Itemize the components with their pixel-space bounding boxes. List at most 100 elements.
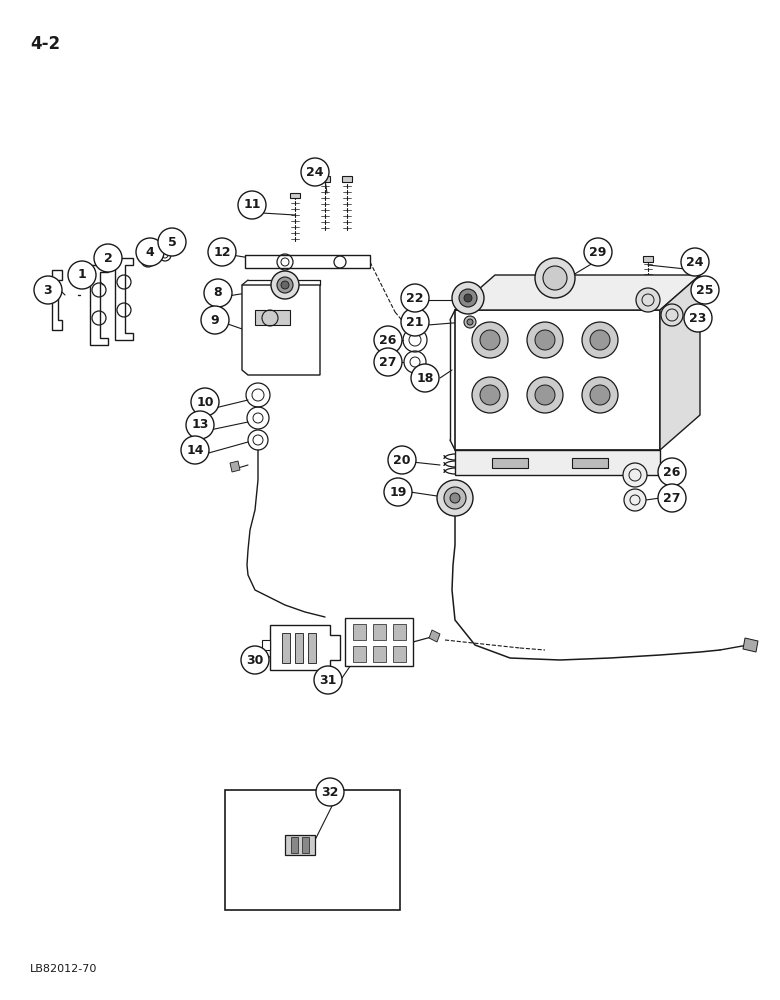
Circle shape [301, 158, 329, 186]
Circle shape [136, 238, 164, 266]
Text: 21: 21 [406, 316, 424, 328]
Circle shape [467, 319, 473, 325]
Circle shape [535, 258, 575, 298]
Text: 27: 27 [379, 356, 397, 368]
Circle shape [94, 244, 122, 272]
Polygon shape [353, 646, 366, 662]
Text: 2: 2 [104, 251, 112, 264]
Polygon shape [373, 624, 386, 640]
Circle shape [281, 281, 289, 289]
Circle shape [590, 330, 610, 350]
Text: 22: 22 [406, 292, 424, 304]
Polygon shape [492, 458, 528, 468]
Circle shape [535, 385, 555, 405]
Circle shape [691, 276, 719, 304]
Text: 20: 20 [393, 454, 411, 466]
Polygon shape [52, 270, 62, 330]
Polygon shape [270, 625, 340, 670]
Circle shape [527, 322, 563, 358]
Text: 4: 4 [146, 245, 154, 258]
Text: 18: 18 [417, 371, 434, 384]
Polygon shape [353, 624, 366, 640]
Text: 26: 26 [663, 466, 681, 479]
Polygon shape [282, 633, 290, 663]
Polygon shape [320, 176, 330, 182]
Polygon shape [572, 458, 608, 468]
Text: 30: 30 [246, 654, 264, 666]
Circle shape [401, 308, 429, 336]
Polygon shape [393, 624, 406, 640]
Text: 24: 24 [307, 165, 324, 178]
Circle shape [459, 289, 477, 307]
Polygon shape [455, 275, 700, 310]
Circle shape [186, 411, 214, 439]
Circle shape [658, 484, 686, 512]
Text: 13: 13 [191, 418, 209, 432]
Text: 1: 1 [78, 268, 87, 282]
Polygon shape [743, 638, 758, 652]
Text: 25: 25 [697, 284, 714, 296]
Text: 24: 24 [686, 255, 704, 268]
Polygon shape [455, 450, 660, 475]
Circle shape [535, 330, 555, 350]
Polygon shape [255, 310, 290, 325]
Circle shape [191, 388, 219, 416]
Circle shape [527, 377, 563, 413]
Circle shape [374, 326, 402, 354]
Polygon shape [262, 640, 270, 650]
Circle shape [472, 377, 508, 413]
Text: 9: 9 [211, 314, 219, 326]
Polygon shape [660, 275, 700, 450]
Polygon shape [230, 461, 240, 472]
Text: 32: 32 [321, 786, 339, 798]
Circle shape [316, 778, 344, 806]
Text: 26: 26 [379, 334, 397, 347]
Circle shape [684, 304, 712, 332]
Polygon shape [429, 630, 440, 642]
Polygon shape [285, 835, 315, 855]
Polygon shape [242, 285, 320, 375]
Text: 11: 11 [243, 198, 261, 212]
Text: 4-2: 4-2 [30, 35, 60, 53]
Circle shape [204, 279, 232, 307]
Polygon shape [393, 646, 406, 662]
Circle shape [681, 248, 709, 276]
Circle shape [658, 458, 686, 486]
Circle shape [480, 330, 500, 350]
Circle shape [444, 487, 466, 509]
Polygon shape [295, 633, 303, 663]
Text: 3: 3 [44, 284, 52, 296]
Polygon shape [643, 256, 653, 262]
Polygon shape [455, 310, 660, 450]
Polygon shape [345, 618, 413, 666]
Circle shape [624, 489, 646, 511]
Circle shape [464, 294, 472, 302]
Text: 14: 14 [186, 444, 204, 456]
Polygon shape [290, 193, 300, 198]
Circle shape [411, 364, 439, 392]
Circle shape [384, 478, 412, 506]
Text: 31: 31 [319, 674, 337, 686]
Text: 27: 27 [663, 491, 681, 504]
Circle shape [584, 238, 612, 266]
Circle shape [388, 446, 416, 474]
Circle shape [472, 322, 508, 358]
Circle shape [437, 480, 473, 516]
Text: 10: 10 [197, 395, 214, 408]
Circle shape [314, 666, 342, 694]
Polygon shape [245, 255, 370, 268]
Circle shape [374, 348, 402, 376]
Bar [225, 790, 400, 910]
Circle shape [238, 191, 266, 219]
Circle shape [271, 271, 299, 299]
Text: 5: 5 [168, 235, 176, 248]
Text: 29: 29 [590, 245, 607, 258]
Circle shape [464, 316, 476, 328]
Polygon shape [342, 176, 352, 182]
Text: LB82012-70: LB82012-70 [30, 964, 98, 974]
Circle shape [636, 288, 660, 312]
Polygon shape [291, 837, 298, 853]
Circle shape [277, 277, 293, 293]
Polygon shape [302, 837, 309, 853]
Circle shape [452, 282, 484, 314]
